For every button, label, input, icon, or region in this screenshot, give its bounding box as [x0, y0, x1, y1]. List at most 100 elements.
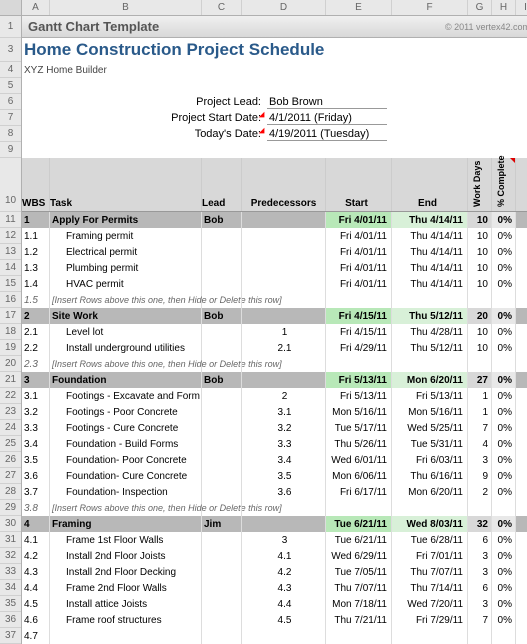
start-cell[interactable]: Fri 6/17/11	[326, 484, 392, 500]
task-row[interactable]: 3.1Footings - Excavate and Form2Fri 5/13…	[22, 388, 527, 404]
lead-cell[interactable]	[202, 276, 242, 292]
cell[interactable]	[468, 500, 492, 516]
project-info-row[interactable]: Today's Date:4/19/2011 (Tuesday)	[22, 126, 527, 142]
wbs-cell[interactable]: 4.1	[22, 532, 50, 548]
header-complete[interactable]: % Complete	[492, 158, 516, 211]
task-cell[interactable]: Level lot	[50, 324, 202, 340]
lead-cell[interactable]	[202, 404, 242, 420]
task-row[interactable]: 1.2Electrical permitFri 4/01/11Thu 4/14/…	[22, 244, 527, 260]
predecessor-cell[interactable]: 3.3	[242, 436, 326, 452]
days-cell[interactable]	[468, 628, 492, 644]
row-header[interactable]: 37	[0, 628, 21, 644]
row-header[interactable]: 34	[0, 580, 21, 596]
task-cell[interactable]: Framing permit	[50, 228, 202, 244]
days-cell[interactable]: 6	[468, 580, 492, 596]
task-cell[interactable]: Electrical permit	[50, 244, 202, 260]
days-cell[interactable]: 3	[468, 548, 492, 564]
days-cell[interactable]: 32	[468, 516, 492, 532]
info-value[interactable]: 4/19/2011 (Tuesday)	[267, 128, 387, 141]
days-cell[interactable]: 10	[468, 212, 492, 228]
predecessor-cell[interactable]	[242, 628, 326, 644]
task-row[interactable]: 4.5Install attice Joists4.4Mon 7/18/11We…	[22, 596, 527, 612]
header-wbs[interactable]: WBS	[22, 158, 50, 211]
wbs-cell[interactable]: 1.5	[22, 292, 50, 308]
days-cell[interactable]: 4	[468, 436, 492, 452]
task-row[interactable]: 3.7Foundation- Inspection3.6Fri 6/17/11M…	[22, 484, 527, 500]
wbs-cell[interactable]: 2.2	[22, 340, 50, 356]
task-cell[interactable]: Install attice Joists	[50, 596, 202, 612]
lead-cell[interactable]	[202, 628, 242, 644]
wbs-cell[interactable]: 3.6	[22, 468, 50, 484]
cell[interactable]	[242, 500, 326, 516]
info-value[interactable]: Bob Brown	[267, 96, 387, 109]
header-predecessors[interactable]: Predecessors	[242, 158, 326, 211]
column-header[interactable]: D	[242, 0, 326, 15]
row-header[interactable]: 26	[0, 452, 21, 468]
task-row[interactable]: 4.1Frame 1st Floor Walls3Tue 6/21/11Tue …	[22, 532, 527, 548]
task-cell[interactable]: Foundation- Inspection	[50, 484, 202, 500]
task-row[interactable]: 1.3Plumbing permitFri 4/01/11Thu 4/14/11…	[22, 260, 527, 276]
task-row[interactable]: 3.2Footings - Poor Concrete3.1Mon 5/16/1…	[22, 404, 527, 420]
wbs-cell[interactable]: 3.4	[22, 436, 50, 452]
predecessor-cell[interactable]: 3.1	[242, 404, 326, 420]
row-header[interactable]: 22	[0, 388, 21, 404]
predecessor-cell[interactable]	[242, 212, 326, 228]
predecessor-cell[interactable]: 3.2	[242, 420, 326, 436]
row-header[interactable]: 21	[0, 372, 21, 388]
lead-cell[interactable]	[202, 564, 242, 580]
pct-cell[interactable]: 0%	[492, 516, 516, 532]
predecessor-cell[interactable]: 3.5	[242, 468, 326, 484]
select-all-cell[interactable]	[0, 0, 21, 16]
pct-cell[interactable]: 0%	[492, 436, 516, 452]
row-header[interactable]: 16	[0, 292, 21, 308]
task-cell[interactable]: Frame roof structures	[50, 612, 202, 628]
task-cell[interactable]: Footings - Poor Concrete	[50, 404, 202, 420]
wbs-cell[interactable]: 1.2	[22, 244, 50, 260]
cell[interactable]	[392, 356, 468, 372]
task-cell[interactable]: Foundation	[50, 372, 202, 388]
end-cell[interactable]: Tue 5/31/11	[392, 436, 468, 452]
pct-cell[interactable]: 0%	[492, 452, 516, 468]
row-header[interactable]: 32	[0, 548, 21, 564]
days-cell[interactable]: 1	[468, 404, 492, 420]
end-cell[interactable]: Thu 4/14/11	[392, 212, 468, 228]
row-header[interactable]: 33	[0, 564, 21, 580]
lead-cell[interactable]	[202, 324, 242, 340]
start-cell[interactable]: Fri 4/01/11	[326, 212, 392, 228]
task-row[interactable]: 1.1Framing permitFri 4/01/11Thu 4/14/111…	[22, 228, 527, 244]
wbs-cell[interactable]: 3	[22, 372, 50, 388]
wbs-cell[interactable]: 1	[22, 212, 50, 228]
predecessor-cell[interactable]	[242, 260, 326, 276]
start-cell[interactable]: Mon 5/16/11	[326, 404, 392, 420]
pct-cell[interactable]: 0%	[492, 548, 516, 564]
section-row[interactable]: 3FoundationBobFri 5/13/11Mon 6/20/11270%	[22, 372, 527, 388]
cell[interactable]	[492, 356, 516, 372]
start-cell[interactable]: Tue 6/21/11	[326, 532, 392, 548]
pct-cell[interactable]: 0%	[492, 324, 516, 340]
column-header[interactable]: A	[22, 0, 50, 15]
row-header[interactable]: 9	[0, 142, 21, 158]
task-cell[interactable]: HVAC permit	[50, 276, 202, 292]
days-cell[interactable]: 7	[468, 420, 492, 436]
predecessor-cell[interactable]: 2.1	[242, 340, 326, 356]
section-row[interactable]: 4FramingJimTue 6/21/11Wed 8/03/11320%	[22, 516, 527, 532]
lead-cell[interactable]: Bob	[202, 212, 242, 228]
task-cell[interactable]: Install 2nd Floor Joists	[50, 548, 202, 564]
end-cell[interactable]: Wed 5/25/11	[392, 420, 468, 436]
start-cell[interactable]: Wed 6/29/11	[326, 548, 392, 564]
start-cell[interactable]: Fri 5/13/11	[326, 372, 392, 388]
start-cell[interactable]: Thu 5/26/11	[326, 436, 392, 452]
pct-cell[interactable]: 0%	[492, 468, 516, 484]
end-cell[interactable]: Thu 4/14/11	[392, 260, 468, 276]
days-cell[interactable]: 9	[468, 468, 492, 484]
project-info-row[interactable]: Project Start Date:4/1/2011 (Friday)	[22, 110, 527, 126]
section-row[interactable]: 1Apply For PermitsBobFri 4/01/11Thu 4/14…	[22, 212, 527, 228]
start-cell[interactable]: Thu 7/07/11	[326, 580, 392, 596]
insert-text[interactable]: [Insert Rows above this one, then Hide o…	[50, 356, 202, 372]
pct-cell[interactable]: 0%	[492, 228, 516, 244]
header-start[interactable]: Start	[326, 158, 392, 211]
predecessor-cell[interactable]	[242, 228, 326, 244]
days-cell[interactable]: 10	[468, 244, 492, 260]
start-cell[interactable]: Fri 4/01/11	[326, 260, 392, 276]
row-header[interactable]: 19	[0, 340, 21, 356]
